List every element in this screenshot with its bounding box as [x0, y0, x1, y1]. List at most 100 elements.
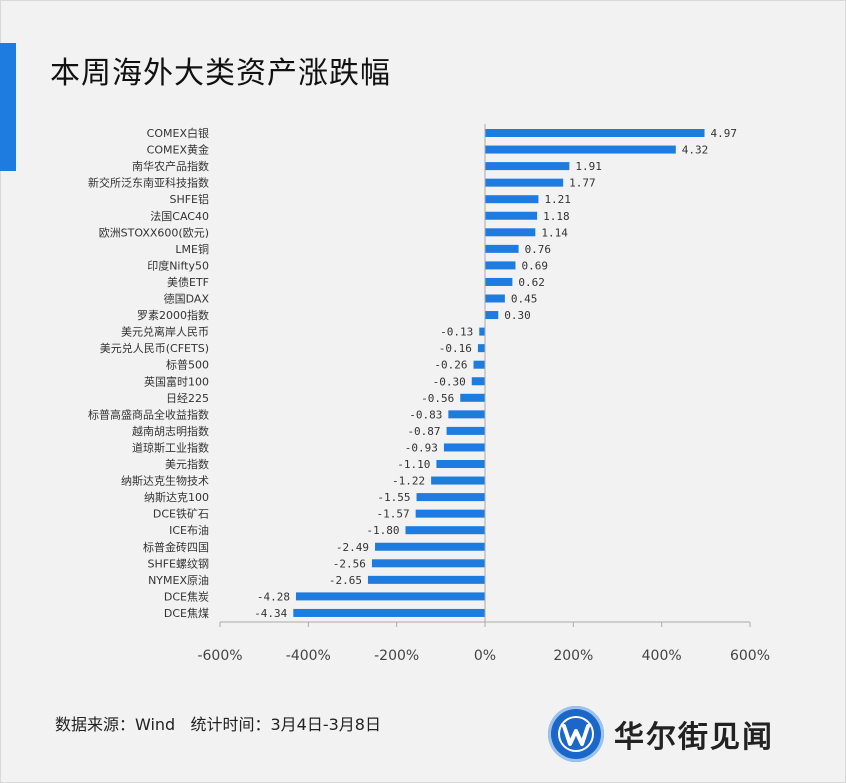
value-label: -1.57 [377, 508, 410, 521]
category-label: ICE布油 [169, 523, 209, 537]
value-label: -4.28 [257, 590, 290, 603]
value-label: 1.91 [575, 160, 602, 173]
bar [477, 344, 485, 353]
x-tick-label: -400% [286, 648, 331, 664]
value-label: -0.83 [409, 408, 442, 421]
category-label: 欧洲STOXX600(欧元) [99, 226, 209, 239]
category-label: DCE铁矿石 [153, 508, 209, 521]
bar [479, 327, 485, 336]
bar [367, 575, 485, 584]
category-label: 美元指数 [165, 457, 209, 471]
bar [473, 360, 485, 369]
bar [485, 195, 539, 204]
value-label: -1.10 [397, 458, 430, 471]
x-tick-label: -200% [374, 648, 419, 664]
category-label: 道琼斯工业指数 [132, 440, 209, 454]
period: 统计时间：3月4日-3月8日 [190, 715, 381, 734]
value-label: -0.13 [440, 326, 473, 339]
category-label: 印度Nifty50 [147, 258, 209, 272]
value-label: 0.62 [518, 276, 545, 289]
category-label: 标普500 [166, 358, 209, 372]
category-label: LME铜 [175, 242, 209, 256]
value-label: 4.97 [711, 127, 738, 140]
value-label: 1.77 [569, 177, 596, 190]
category-label: 罗素2000指数 [137, 308, 209, 322]
footer-source: 数据来源：Wind 统计时间：3月4日-3月8日 [55, 711, 381, 735]
category-label: 越南胡志明指数 [132, 424, 209, 438]
bar [375, 542, 485, 551]
bar [485, 178, 564, 187]
value-label: 4.32 [682, 144, 709, 157]
value-label: -2.56 [333, 557, 366, 570]
value-label: -1.55 [377, 491, 410, 504]
value-label: -1.22 [392, 475, 425, 488]
bar [448, 410, 485, 419]
category-label: 法国CAC40 [150, 209, 209, 223]
value-label: -0.26 [434, 359, 467, 372]
brand: 华尔街见闻 [548, 704, 774, 764]
data-source: 数据来源：Wind [55, 715, 176, 734]
value-label: 0.76 [525, 243, 552, 256]
category-label: COMEX白银 [147, 126, 209, 140]
bar [485, 277, 513, 286]
brand-name: 华尔街见闻 [614, 720, 774, 755]
value-label: -0.93 [405, 441, 438, 454]
category-label: 日经225 [166, 392, 209, 405]
category-label: 英国富时100 [144, 374, 209, 388]
bar [485, 129, 705, 137]
value-label: -0.16 [439, 342, 472, 355]
bar [295, 592, 485, 601]
value-label: 0.30 [504, 309, 531, 322]
value-label: -0.30 [433, 375, 466, 388]
bar [293, 608, 485, 617]
bar [460, 393, 485, 402]
x-tick-label: 400% [642, 648, 682, 664]
bar [485, 261, 516, 270]
bar [371, 559, 485, 568]
title-accent-bar [0, 43, 16, 171]
bar [416, 493, 485, 502]
bar [436, 460, 485, 468]
chart-title: 本周海外大类资产涨跌幅 [50, 56, 391, 91]
category-label: SHFE铝 [169, 192, 209, 206]
category-label: 新交所泛东南亚科技指数 [88, 176, 209, 190]
category-label: 德国DAX [164, 292, 210, 306]
wallstreetcn-logo-icon [548, 706, 604, 762]
value-label: -0.87 [407, 425, 440, 438]
bar-chart: COMEX白银 4.97 COMEX黄金 4.32 南华农产品指数 1.91 新交所泛东南亚… [88, 124, 770, 664]
category-label: NYMEX原油 [148, 573, 209, 587]
bar [485, 162, 570, 171]
x-tick-label: 200% [553, 648, 593, 664]
category-label: COMEX黄金 [147, 143, 209, 157]
bar [485, 211, 538, 220]
value-label: -0.56 [421, 392, 454, 405]
value-label: -2.49 [336, 541, 369, 554]
bar [485, 145, 676, 154]
bar [405, 526, 485, 535]
category-label: 美债ETF [167, 275, 209, 289]
category-label: 纳斯达克100 [144, 491, 209, 504]
value-label: 1.21 [544, 193, 571, 206]
bar [443, 443, 485, 452]
value-label: -2.65 [329, 574, 362, 587]
category-label: 美元兑离岸人民币 [121, 325, 209, 339]
category-label: 纳斯达克生物技术 [121, 474, 209, 488]
value-label: 0.45 [511, 293, 538, 306]
bar [415, 509, 485, 518]
category-label: DCE焦炭 [164, 590, 209, 603]
bar [471, 377, 485, 386]
x-tick-label: 600% [730, 648, 770, 664]
x-tick-label: -600% [197, 648, 242, 664]
x-tick-label: 0% [474, 648, 496, 664]
bar [485, 244, 519, 253]
category-label: DCE焦煤 [164, 607, 209, 620]
category-label: 美元兑人民币(CFETS) [100, 341, 209, 355]
category-label: 南华农产品指数 [132, 159, 209, 173]
value-label: -4.34 [254, 607, 287, 620]
bar [431, 476, 485, 485]
category-label: 标普金砖四国 [143, 540, 209, 554]
category-label: SHFE螺纹钢 [147, 556, 209, 570]
value-label: 1.18 [543, 210, 570, 223]
bar [446, 426, 485, 435]
